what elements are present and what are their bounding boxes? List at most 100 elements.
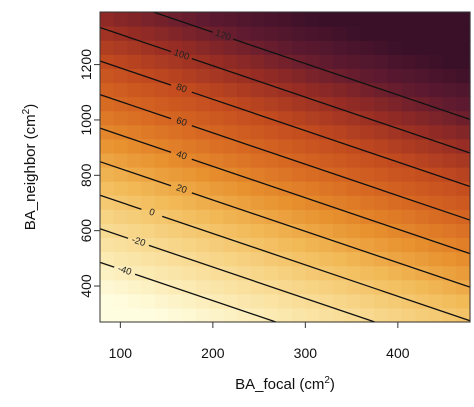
- heatmap-cell: [237, 167, 252, 182]
- heatmap-cell: [401, 237, 416, 253]
- heatmap-cell: [346, 26, 361, 41]
- heatmap-cell: [442, 54, 457, 69]
- heatmap-cell: [305, 96, 320, 112]
- heatmap-cell: [374, 54, 389, 69]
- heatmap-cell: [442, 279, 457, 295]
- heatmap-cell: [305, 265, 320, 281]
- heatmap-cell: [250, 12, 266, 27]
- heatmap-cell: [195, 237, 211, 253]
- heatmap-cell: [154, 195, 170, 210]
- heatmap-cell: [428, 237, 444, 253]
- heatmap-cell: [456, 293, 471, 309]
- heatmap-cell: [374, 26, 389, 41]
- heatmap-cell: [264, 96, 279, 112]
- heatmap-cell: [415, 54, 430, 69]
- heatmap-cell: [360, 152, 375, 168]
- heatmap-cell: [113, 307, 128, 323]
- y-tick-label: 1200: [78, 49, 94, 80]
- heatmap-cell: [168, 54, 183, 69]
- heatmap-cell: [195, 181, 211, 196]
- heatmap-cell: [141, 40, 156, 55]
- heatmap-cell: [264, 265, 279, 281]
- heatmap-cell: [332, 209, 348, 224]
- heatmap-cell: [456, 152, 471, 168]
- heatmap-cell: [182, 181, 197, 196]
- heatmap-cell: [223, 82, 238, 98]
- heatmap-cell: [113, 251, 128, 267]
- heatmap-cell: [346, 209, 361, 224]
- heatmap-cell: [100, 152, 115, 168]
- contour-line: [191, 58, 471, 154]
- heatmap-cell: [264, 237, 279, 253]
- heatmap-cell: [401, 279, 416, 295]
- heatmap-cell: [278, 12, 293, 27]
- heatmap-cell: [332, 195, 348, 210]
- heatmap-cell: [195, 40, 211, 55]
- heatmap-cell: [305, 26, 320, 41]
- heatmap-cell: [442, 124, 457, 140]
- heatmap-cell: [113, 279, 128, 295]
- heatmap-cell: [442, 82, 457, 98]
- heatmap-cell: [332, 223, 348, 239]
- heatmap-cell: [154, 152, 170, 168]
- heatmap-cell: [127, 265, 142, 281]
- heatmap-cell: [346, 96, 361, 112]
- heatmap-cell: [113, 167, 128, 182]
- heatmap-cell: [250, 209, 266, 224]
- heatmap-cell: [374, 181, 389, 196]
- heatmap-cell: [332, 237, 348, 253]
- heatmap-cell: [415, 40, 430, 55]
- heatmap-cell: [127, 223, 142, 239]
- heatmap-cell: [141, 26, 156, 41]
- contour-line: [99, 93, 172, 120]
- heatmap-cell: [141, 279, 156, 295]
- heatmap-cell: [319, 40, 334, 55]
- heatmap-cell: [182, 124, 197, 140]
- heatmap-cell: [223, 68, 238, 84]
- x-axis: 100 200 300 400: [109, 322, 410, 361]
- heatmap-cell: [168, 307, 183, 323]
- heatmap-cell: [113, 138, 128, 154]
- contour-label: 0: [148, 207, 157, 219]
- heatmap-cell: [291, 223, 307, 239]
- heatmap-cell: [401, 54, 416, 69]
- contour-label: 40: [175, 149, 189, 163]
- heatmap-cell: [428, 124, 444, 140]
- heatmap-cell: [209, 293, 224, 309]
- heatmap-cell: [154, 82, 170, 98]
- heatmap-cell: [127, 96, 142, 112]
- y-axis-title: BA_neighbor (cm2): [21, 104, 39, 230]
- heatmap-cell: [154, 279, 170, 295]
- heatmap-cell: [346, 124, 361, 140]
- heatmap-cell: [415, 26, 430, 41]
- heatmap-cell: [278, 138, 293, 154]
- heatmap-cell: [305, 82, 320, 98]
- heatmap-cell: [360, 167, 375, 182]
- heatmap-cell: [387, 265, 403, 281]
- heatmap-cell: [209, 195, 224, 210]
- heatmap-cell: [305, 68, 320, 84]
- heatmap-cell: [319, 82, 334, 98]
- heatmap-cell: [374, 167, 389, 182]
- heatmap-cell: [223, 307, 238, 323]
- heatmap-cell: [278, 195, 293, 210]
- heatmap-cell: [250, 110, 266, 126]
- heatmap-cell: [141, 96, 156, 112]
- heatmap-cell: [168, 124, 183, 140]
- heatmap-cell: [291, 167, 307, 182]
- contour-line: [191, 91, 471, 188]
- heatmap-cell: [127, 293, 142, 309]
- heatmap-cell: [332, 26, 348, 41]
- heatmap-cell: [346, 40, 361, 55]
- heatmap-cell: [319, 293, 334, 309]
- heatmap-cell: [360, 293, 375, 309]
- heatmap-cell: [428, 26, 444, 41]
- heatmap-cell: [374, 152, 389, 168]
- heatmap-cell: [264, 26, 279, 41]
- heatmap-cell: [360, 279, 375, 295]
- heatmap-cell: [182, 152, 197, 168]
- heatmap-cell: [319, 307, 334, 323]
- heatmap-cell: [291, 96, 307, 112]
- heatmap-cell: [401, 251, 416, 267]
- heatmap-cell: [401, 12, 416, 27]
